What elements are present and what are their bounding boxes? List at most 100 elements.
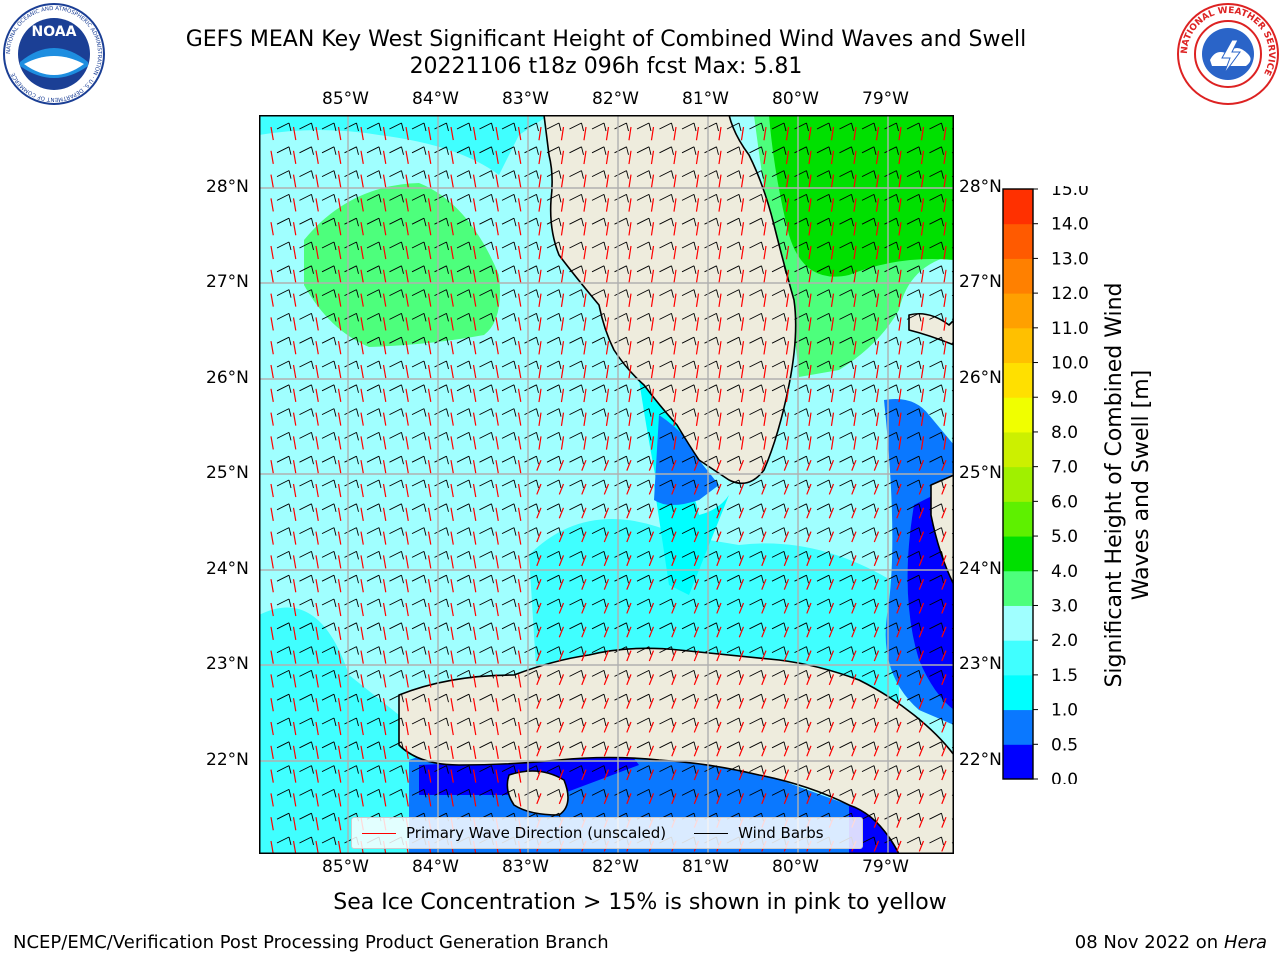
wind-barb — [906, 574, 922, 584]
wave-direction-arrow — [495, 174, 499, 188]
wind-barb — [614, 741, 629, 750]
wave-direction-arrow — [738, 793, 745, 805]
wind-barb — [344, 527, 359, 536]
wave-direction-arrow — [472, 436, 477, 450]
wave-direction-arrow — [517, 698, 522, 712]
wave-direction-arrow — [517, 507, 522, 521]
wave-direction-arrow — [517, 793, 522, 807]
wind-barb — [726, 122, 742, 132]
wave-direction-arrow — [716, 650, 722, 662]
wave-direction-arrow — [626, 531, 632, 543]
wave-direction-arrow — [270, 245, 274, 260]
wind-barb — [839, 170, 854, 179]
lon-label-bottom-80w: 80°W — [772, 857, 819, 877]
wave-direction-arrow — [558, 721, 565, 733]
wave-direction-arrow — [918, 769, 925, 781]
wind-barb — [861, 669, 877, 679]
wave-direction-arrow — [761, 507, 767, 519]
wind-barb — [771, 503, 787, 512]
wave-direction-arrow — [718, 412, 722, 426]
wind-barb — [546, 193, 562, 203]
wave-direction-arrow — [785, 174, 790, 188]
wave-direction-arrow — [517, 245, 522, 260]
wind-barb — [434, 717, 449, 727]
wave-direction-arrow — [943, 412, 947, 426]
wave-direction-arrow — [740, 341, 745, 355]
wave-direction-arrow — [315, 460, 319, 474]
wind-barb — [816, 479, 832, 489]
wind-barb — [906, 408, 922, 417]
wave-direction-arrow — [536, 483, 542, 495]
wave-direction-arrow — [337, 602, 342, 617]
wind-barb — [591, 741, 607, 750]
wind-barb — [749, 741, 764, 750]
wave-direction-arrow — [517, 150, 522, 164]
wind-barb — [614, 431, 629, 441]
wave-direction-arrow — [761, 793, 767, 805]
wave-direction-arrow — [405, 555, 409, 569]
wind-barb — [704, 622, 719, 631]
wind-barb — [884, 122, 899, 132]
wave-direction-arrow — [853, 150, 857, 165]
wave-direction-arrow — [920, 198, 925, 212]
wave-direction-arrow — [738, 721, 745, 733]
wave-direction-arrow — [315, 602, 319, 617]
wave-direction-arrow — [650, 245, 655, 260]
wave-direction-arrow — [695, 388, 700, 403]
wind-barb — [906, 717, 922, 727]
wave-direction-arrow — [292, 126, 297, 141]
wave-direction-arrow — [673, 269, 677, 284]
wind-barb — [749, 336, 764, 346]
wind-barb — [569, 574, 584, 584]
lat-label-left-27n: 27°N — [206, 272, 249, 292]
lat-label-right-23n: 23°N — [959, 654, 1002, 674]
wind-barb — [771, 741, 787, 750]
wind-barb — [299, 503, 314, 512]
wind-barb — [411, 574, 427, 584]
wave-direction-arrow — [650, 293, 655, 307]
wave-direction-arrow — [558, 578, 565, 590]
wave-direction-arrow — [292, 745, 297, 759]
wave-direction-arrow — [828, 459, 835, 471]
wave-direction-arrow — [337, 817, 342, 831]
wind-barb — [794, 265, 809, 274]
wind-barb — [906, 170, 922, 179]
wave-direction-arrow — [896, 816, 902, 828]
wave-direction-arrow — [941, 483, 947, 495]
wind-barb — [276, 241, 292, 251]
wave-direction-arrow — [785, 412, 790, 426]
wave-direction-arrow — [270, 293, 274, 307]
wave-direction-arrow — [495, 293, 499, 307]
wave-direction-arrow — [360, 436, 364, 450]
wind-barb — [344, 741, 359, 750]
wave-direction-arrow — [740, 198, 745, 212]
wind-barb — [411, 146, 427, 155]
wave-direction-arrow — [270, 150, 274, 164]
wave-direction-arrow — [650, 126, 655, 141]
wave-direction-arrow — [382, 460, 387, 474]
wave-direction-arrow — [583, 198, 587, 212]
wave-direction-arrow — [450, 126, 454, 141]
wave-direction-arrow — [517, 293, 522, 307]
wave-direction-arrow — [875, 198, 880, 212]
wave-direction-arrow — [851, 483, 857, 495]
wind-barb — [501, 122, 517, 132]
wind-barb — [929, 146, 944, 155]
wind-barb — [884, 765, 899, 774]
wave-direction-arrow — [941, 816, 947, 828]
wave-direction-arrow — [873, 555, 880, 567]
wave-direction-arrow — [292, 650, 297, 664]
wave-direction-arrow — [382, 293, 387, 307]
wind-barb — [794, 217, 809, 227]
wave-direction-arrow — [648, 721, 655, 733]
wind-barb — [884, 289, 899, 298]
wind-barb — [321, 479, 337, 489]
wind-barb — [456, 384, 472, 393]
wave-direction-arrow — [270, 531, 274, 545]
wave-direction-arrow — [716, 745, 722, 757]
wind-barb — [456, 479, 472, 489]
wind-barb — [681, 550, 697, 560]
wave-direction-arrow — [628, 436, 632, 450]
wave-direction-arrow — [920, 269, 925, 284]
wind-barb — [861, 360, 877, 370]
